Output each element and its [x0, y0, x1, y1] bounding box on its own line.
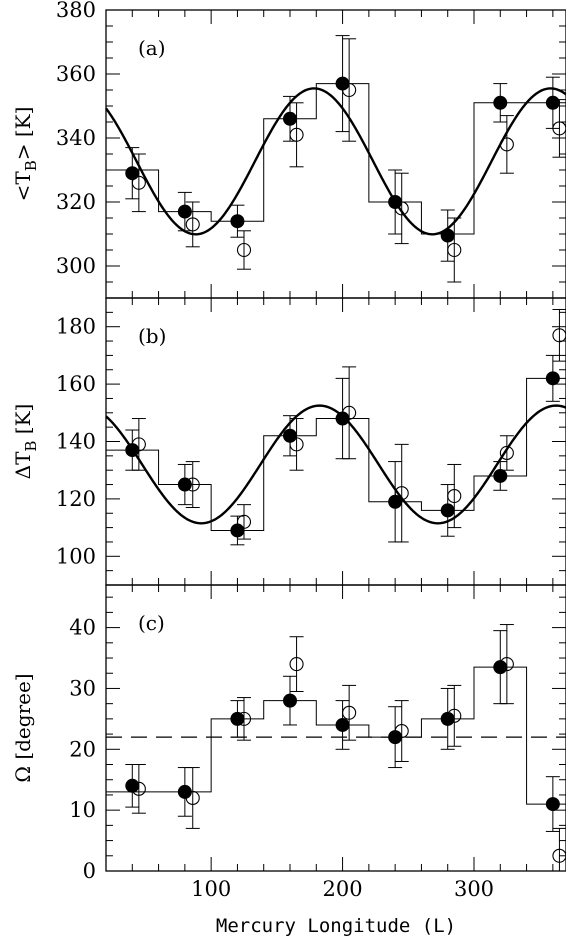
y-tick-label: 320: [56, 190, 96, 214]
y-tick-label: 340: [56, 126, 96, 150]
data-point-open: [447, 488, 462, 504]
y-tick-label: 140: [56, 430, 96, 454]
y-tick-label: 120: [56, 487, 96, 511]
data-point-filled: [545, 95, 560, 110]
y-tick-label: 100: [56, 544, 96, 568]
data-point-filled: [545, 797, 560, 812]
data-point-filled: [125, 166, 140, 181]
data-point-open: [342, 82, 357, 98]
y-axis-title-subscript: B: [22, 160, 40, 171]
y-tick-label: 180: [56, 315, 96, 339]
data-point-open: [289, 127, 304, 142]
data-point-open: [185, 790, 200, 806]
x-tick-label: 100: [191, 877, 231, 901]
y-axis-title-main: <T: [11, 171, 35, 202]
y-axis-title-unit: [K]: [11, 404, 35, 441]
y-tick-label: 20: [69, 737, 96, 761]
data-point-open: [394, 201, 409, 216]
x-axis-title: Mercury Longitude (L): [216, 915, 456, 937]
data-point-open: [447, 708, 462, 723]
panel-frame: [105, 297, 566, 586]
data-point-filled: [283, 111, 297, 126]
y-axis-title: ΔTB [K]: [11, 404, 40, 480]
data-point-open: [236, 242, 252, 258]
panel-a: 300 320 340 360 380 (a) <TB> [K]: [11, 0, 566, 299]
y-axis-title: Ω [degree]: [11, 673, 35, 782]
panel-label: (a): [138, 36, 166, 60]
data-point-open: [185, 217, 200, 232]
data-point-filled: [493, 95, 508, 110]
data-point-open: [131, 781, 146, 796]
x-tick-label: 200: [323, 877, 363, 901]
data-point-open: [185, 477, 200, 492]
step-histogram: [106, 377, 566, 531]
y-tick-label: 40: [69, 616, 96, 640]
data-point-filled: [545, 371, 560, 386]
panel-c: 0 10 20 30 40 100 200 300 (c) Ω [degree]: [11, 584, 566, 901]
data-point-open: [131, 437, 146, 452]
panel-label: (b): [138, 324, 166, 348]
panel-b: 100 120 140 160 180 (b) ΔTB [K]: [11, 297, 566, 586]
data-point-open: [447, 242, 462, 258]
data-point-open: [499, 657, 514, 672]
data-point-open: [499, 137, 514, 152]
data-point-filled: [388, 494, 403, 509]
data-point-open: [342, 405, 357, 420]
data-point-open: [394, 486, 409, 501]
y-tick-label: 30: [69, 676, 96, 700]
data-point-open: [131, 175, 146, 190]
data-point-open: [499, 445, 514, 461]
data-point-filled: [230, 523, 245, 538]
data-point-filled: [493, 468, 508, 483]
panel-label: (c): [138, 611, 165, 635]
y-tick-label: 360: [56, 62, 96, 86]
y-axis-title-main: Ω [degree]: [11, 673, 35, 782]
data-point-open: [342, 705, 357, 720]
y-tick-label: 160: [56, 372, 96, 396]
data-point-filled: [230, 214, 245, 229]
y-tick-label: 10: [69, 798, 96, 822]
data-point-open: [289, 657, 304, 672]
step-histogram: [106, 83, 566, 235]
panel-frame: [105, 9, 566, 299]
data-point-open: [236, 514, 252, 529]
data-point-open: [236, 711, 252, 726]
fit-curve: [105, 87, 566, 236]
data-point-filled: [440, 503, 455, 518]
data-point-filled: [440, 228, 455, 243]
x-tick-label: 300: [454, 877, 494, 901]
data-point-filled: [283, 693, 297, 708]
y-tick-label: 300: [56, 254, 96, 278]
panel-frame: [105, 584, 566, 872]
y-axis-title: <TB> [K]: [11, 107, 40, 202]
step-histogram: [106, 666, 566, 805]
data-point-filled: [177, 204, 192, 219]
y-axis-title-unit: > [K]: [11, 107, 35, 161]
fit-curve: [105, 404, 566, 525]
y-axis-title-subscript: B: [22, 441, 40, 452]
data-point-filled: [283, 428, 297, 443]
y-tick-label: 380: [56, 0, 96, 22]
data-point-open: [289, 437, 304, 452]
data-point-filled: [177, 477, 192, 492]
data-point-open: [394, 723, 409, 739]
y-axis-title-main: ΔT: [11, 451, 35, 479]
y-tick-label: 0: [83, 859, 96, 883]
data-point-filled: [335, 717, 350, 732]
